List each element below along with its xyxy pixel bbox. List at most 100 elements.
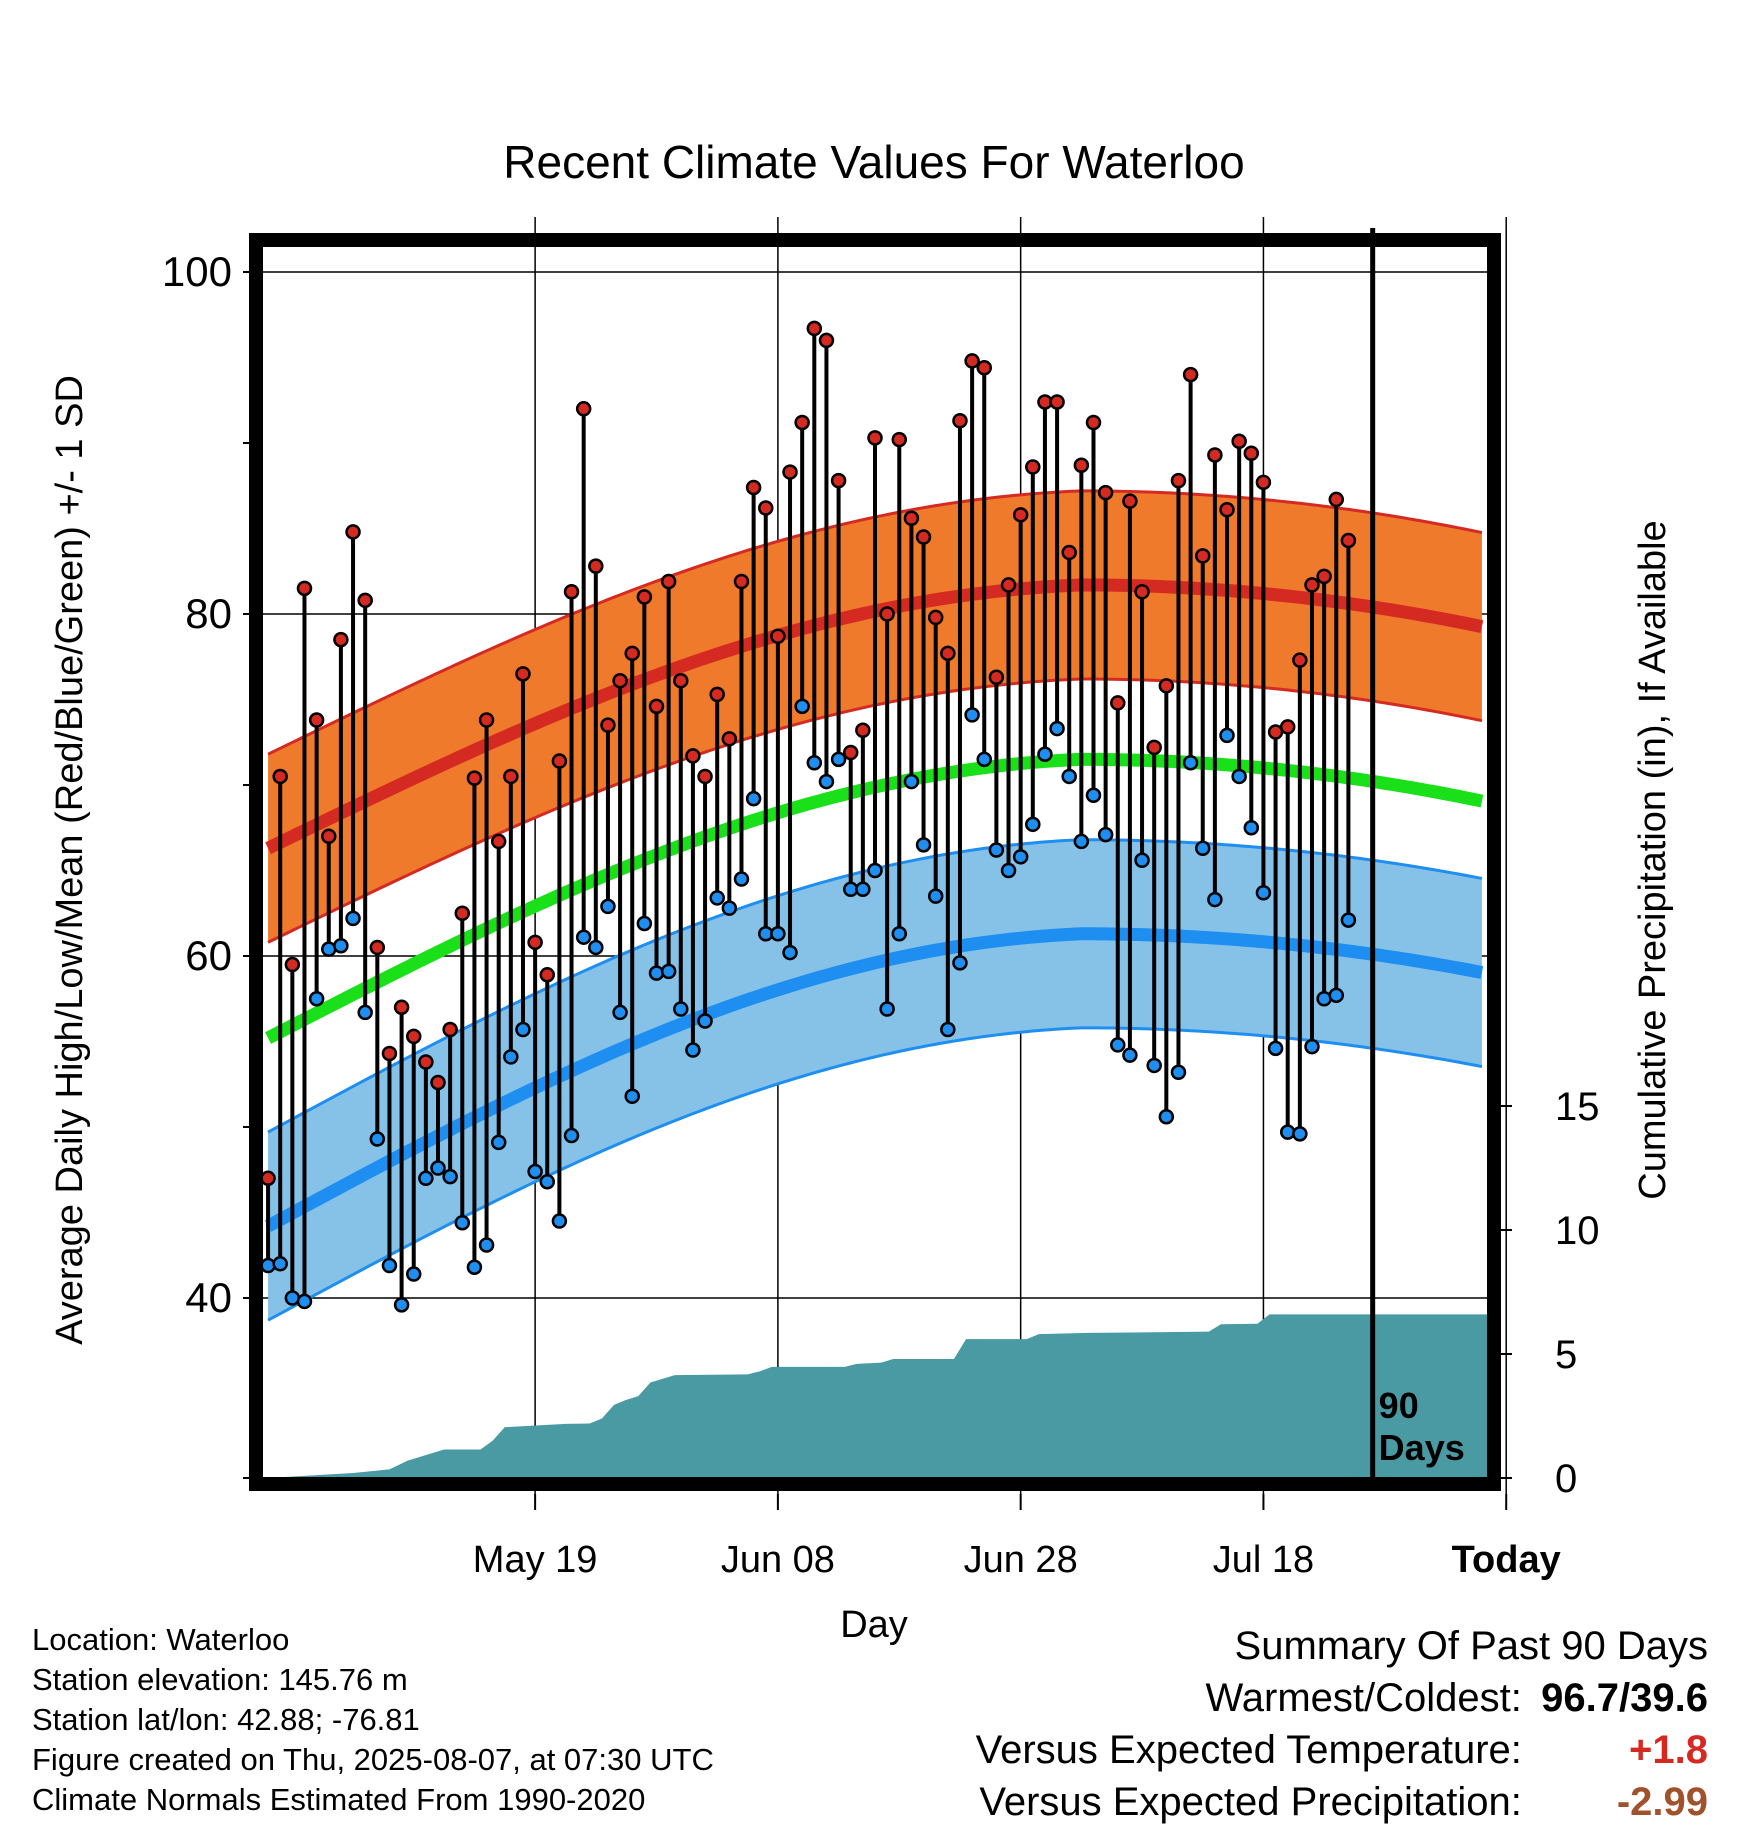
daily-high-point [818, 332, 835, 349]
daily-high-point [345, 524, 361, 540]
daily-low-point [927, 888, 944, 904]
y2-tick-label: 15 [1555, 1085, 1600, 1129]
daily-low-point [515, 1021, 531, 1038]
daily-high-point [1122, 493, 1138, 509]
daily-high-point [1304, 577, 1320, 593]
daily-high-point [296, 580, 313, 597]
daily-low-point [1182, 755, 1199, 771]
daily-low-point [296, 1293, 313, 1310]
daily-low-point [879, 1001, 895, 1017]
daily-low-point [1279, 1124, 1296, 1140]
daily-high-point [745, 479, 762, 496]
daily-low-point [272, 1256, 288, 1272]
daily-low-point [1207, 891, 1223, 908]
daily-low-point [563, 1127, 580, 1144]
daily-high-point [867, 430, 883, 446]
daily-low-point [1194, 840, 1211, 857]
daily-low-point [1000, 862, 1017, 879]
x-tick-label: Today [1452, 1539, 1561, 1581]
daily-high-point [636, 589, 653, 605]
summary-temp: Versus Expected Temperature: +1.8 [848, 1724, 1708, 1776]
daily-low-point [551, 1213, 568, 1229]
daily-low-point [1122, 1047, 1138, 1063]
normal-low-line [264, 927, 1484, 1232]
daily-high-point [770, 628, 786, 644]
daily-high-point [855, 722, 871, 739]
daily-low-point [539, 1173, 556, 1190]
daily-low-point [357, 1004, 373, 1021]
daily-high-point [1025, 459, 1041, 475]
daily-low-point [442, 1168, 458, 1185]
daily-low-point [915, 837, 932, 853]
summary-warm-cold: Warmest/Coldest: 96.7/39.6 [848, 1672, 1709, 1724]
daily-low-point [1231, 768, 1247, 785]
daily-high-point [1231, 433, 1247, 450]
daily-low-point [466, 1259, 483, 1275]
daily-high-point [660, 573, 677, 590]
daily-high-point [782, 464, 798, 480]
y2-tick-label: 5 [1555, 1333, 1577, 1377]
daily-low-point [952, 955, 968, 971]
daily-high-point [891, 431, 908, 448]
daily-high-point [1073, 457, 1090, 473]
daily-high-point [1243, 445, 1260, 462]
daily-low-point [1049, 720, 1065, 737]
daily-low-point [1328, 987, 1345, 1004]
daily-high-point [1110, 695, 1126, 711]
daily-high-point [1279, 719, 1296, 735]
daily-high-point [308, 712, 325, 728]
daily-low-point [1255, 884, 1272, 901]
created-text: Figure created on Thu, 2025-08-07, at 07… [32, 1742, 714, 1777]
daily-low-point [1340, 912, 1357, 928]
daily-low-point [503, 1049, 519, 1065]
daily-high-point [551, 753, 568, 769]
daily-low-point [1025, 816, 1041, 833]
daily-low-point [405, 1266, 422, 1282]
daily-high-point [575, 401, 592, 417]
daily-high-point [527, 934, 543, 951]
daily-high-point [1292, 652, 1308, 668]
daily-low-point [588, 939, 604, 956]
daily-high-point [952, 413, 968, 429]
daily-high-point [333, 631, 349, 648]
daily-low-point [600, 898, 616, 915]
daily-low-point [333, 937, 349, 954]
daily-low-point [575, 929, 592, 945]
daily-high-point [830, 472, 847, 489]
daily-high-point [393, 999, 410, 1016]
daily-high-point [405, 1028, 422, 1045]
precip-anomaly-value: -2.99 [1616, 1780, 1708, 1824]
daily-high-point [369, 939, 386, 956]
daily-low-point [1097, 826, 1114, 843]
daily-low-point [624, 1088, 640, 1104]
warm-cold-value: 96.7/39.6 [1541, 1676, 1708, 1720]
daily-high-point [515, 666, 531, 682]
daily-low-point [490, 1134, 507, 1151]
daily-low-point [794, 698, 810, 715]
daily-low-point [806, 755, 823, 771]
daily-high-point [1255, 474, 1272, 491]
daily-high-point [381, 1045, 398, 1062]
daily-high-point [624, 645, 640, 662]
elevation-text: Station elevation: 145.76 m [32, 1662, 408, 1697]
daily-high-point [588, 558, 604, 574]
daily-low-point [1292, 1126, 1308, 1142]
daily-high-point [490, 833, 507, 850]
daily-high-point [988, 669, 1005, 686]
daily-high-point [1085, 414, 1102, 431]
daily-low-point [1085, 787, 1102, 804]
daily-low-point [1037, 746, 1053, 762]
daily-high-point [357, 592, 373, 609]
daily-low-point [308, 991, 325, 1007]
daily-low-point [369, 1131, 386, 1147]
cumulative-precip-area [262, 1314, 1488, 1478]
daily-high-point [1134, 584, 1150, 600]
daily-high-point [758, 500, 774, 516]
daily-low-point [418, 1170, 434, 1187]
daily-high-point [430, 1074, 446, 1091]
normal-low-lower-edge [267, 1026, 1483, 1322]
daily-high-point [503, 768, 519, 785]
daily-high-point [1000, 577, 1017, 593]
daily-high-point [418, 1054, 434, 1070]
